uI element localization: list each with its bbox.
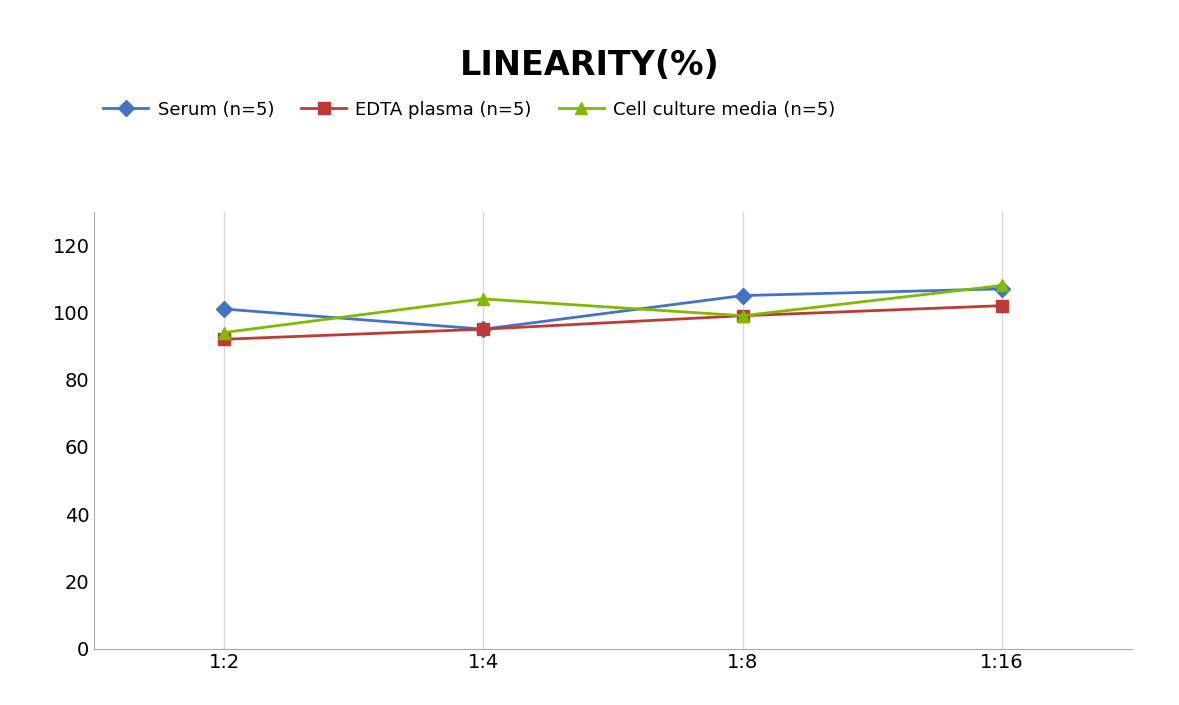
Cell culture media (n=5) — [476, 295, 490, 303]
EDTA plasma (n=5) — [995, 302, 1009, 310]
Line: EDTA plasma (n=5): EDTA plasma (n=5) — [218, 300, 1008, 345]
Serum (n=5) — [736, 291, 750, 300]
EDTA plasma (n=5) — [217, 335, 231, 343]
EDTA plasma (n=5) — [476, 325, 490, 333]
EDTA plasma (n=5) — [736, 312, 750, 320]
Serum (n=5) — [995, 285, 1009, 293]
Line: Cell culture media (n=5): Cell culture media (n=5) — [218, 279, 1008, 339]
Serum (n=5) — [217, 305, 231, 313]
Legend: Serum (n=5), EDTA plasma (n=5), Cell culture media (n=5): Serum (n=5), EDTA plasma (n=5), Cell cul… — [104, 101, 835, 118]
Cell culture media (n=5) — [217, 329, 231, 337]
Cell culture media (n=5) — [995, 281, 1009, 290]
Text: LINEARITY(%): LINEARITY(%) — [460, 49, 719, 82]
Line: Serum (n=5): Serum (n=5) — [218, 283, 1008, 335]
Serum (n=5) — [476, 325, 490, 333]
Cell culture media (n=5) — [736, 312, 750, 320]
